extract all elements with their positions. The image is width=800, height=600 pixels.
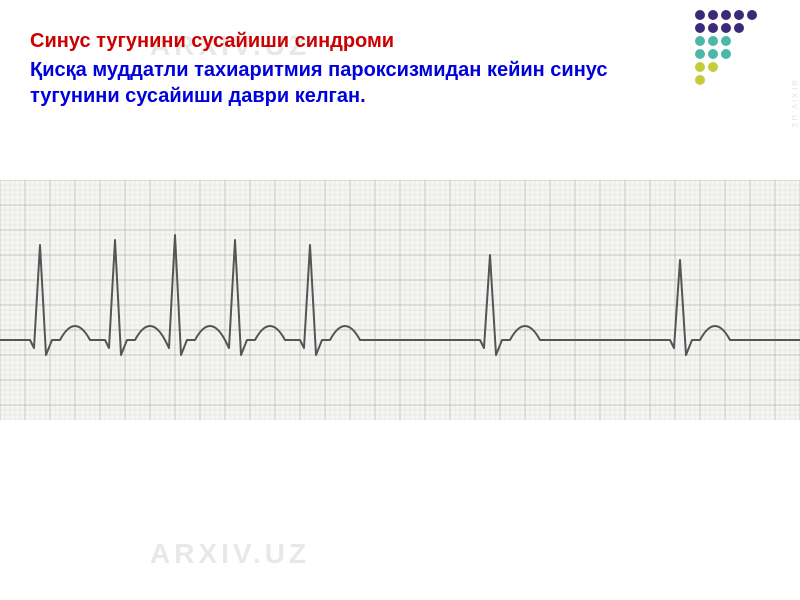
ecg-chart <box>0 180 800 420</box>
ecg-trace <box>0 180 800 420</box>
title-block: Синус тугунини сусайиши синдроми Қисқа м… <box>30 30 680 109</box>
title-line-1: Синус тугунини сусайиши синдроми <box>30 30 680 53</box>
title-line-2: Қисқа муддатли тахиаритмия пароксизмидан… <box>30 57 680 109</box>
watermark-side: arxiv.uz <box>789 80 800 130</box>
watermark: ARXIV.UZ <box>150 538 310 570</box>
dots-decoration <box>695 10 770 88</box>
